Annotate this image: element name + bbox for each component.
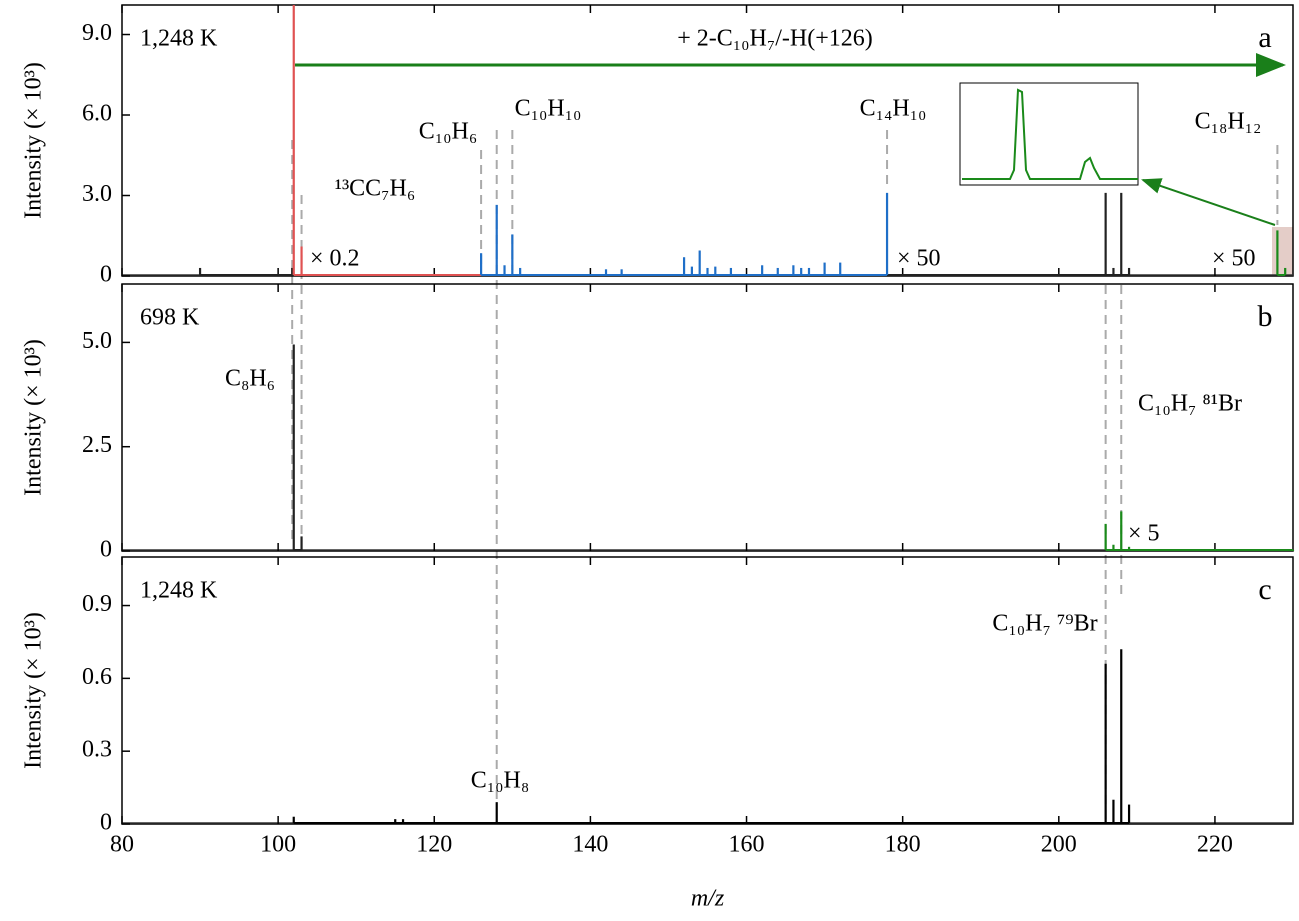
series-label: × 50 (897, 246, 941, 272)
y-tick-label: 6.0 (82, 101, 112, 127)
y-axis-label: Intensity (× 10³) (21, 612, 47, 769)
x-tick-label: 160 (729, 832, 765, 858)
y-tick-label: 0.3 (82, 737, 112, 763)
subtitle: 1,248 K (140, 26, 218, 52)
series-label: × 50 (1212, 246, 1256, 272)
annotation: C₁₀H₁₀ (515, 96, 582, 122)
annotation: C₁₈H₁₂ (1195, 109, 1262, 135)
y-tick-label: 5.0 (82, 328, 112, 354)
annotation: C₁₀H₇ ⁸¹Br (1138, 391, 1242, 417)
y-tick-label: 2.5 (82, 432, 112, 458)
y-tick-label: 9.0 (82, 20, 112, 46)
subtitle: 1,248 K (140, 578, 218, 604)
plot-frame (121, 556, 1294, 825)
inset-arrow (1141, 178, 1276, 226)
subtitle: 698 K (140, 305, 200, 331)
annotation: C₈H₆ (225, 366, 275, 392)
panel-label: b (1258, 300, 1273, 333)
x-tick-label: 220 (1197, 832, 1233, 858)
x-tick-label: 120 (416, 832, 452, 858)
inset (959, 82, 1139, 186)
inset-trace (962, 88, 1138, 180)
highlight-box (1272, 227, 1293, 276)
y-tick-label: 0.6 (82, 664, 112, 690)
x-tick-label: 140 (572, 832, 608, 858)
y-tick-label: 0 (100, 537, 112, 563)
y-axis-label: Intensity (× 10³) (21, 62, 47, 219)
y-tick-label: 0 (100, 810, 112, 836)
annotation: C₁₀H₇ ⁷⁹Br (992, 611, 1097, 637)
annotation: C₁₀H₈ (471, 768, 529, 794)
y-tick-label: 0 (100, 262, 112, 288)
x-axis-label: m/z (691, 886, 725, 912)
series-label: × 5 (1128, 521, 1160, 547)
x-tick-label: 180 (885, 832, 921, 858)
y-tick-label: 3.0 (82, 181, 112, 207)
x-tick-label: 80 (110, 832, 134, 858)
panel-label: c (1258, 573, 1271, 606)
annotation: C₁₄H₁₀ (860, 96, 927, 122)
series-label: × 0.2 (310, 246, 360, 272)
annotation: + 2-C₁₀H₇/-H(+126) (677, 26, 872, 52)
panel-label: a (1258, 21, 1271, 54)
y-axis-label: Intensity (× 10³) (21, 339, 47, 496)
x-tick-label: 100 (260, 832, 296, 858)
plot-frame (121, 283, 1294, 552)
x-tick-label: 200 (1041, 832, 1077, 858)
y-tick-label: 0.9 (82, 591, 112, 617)
annotation: ¹³CC₇H₆ (335, 176, 415, 202)
annotation: C₁₀H₆ (419, 119, 477, 145)
